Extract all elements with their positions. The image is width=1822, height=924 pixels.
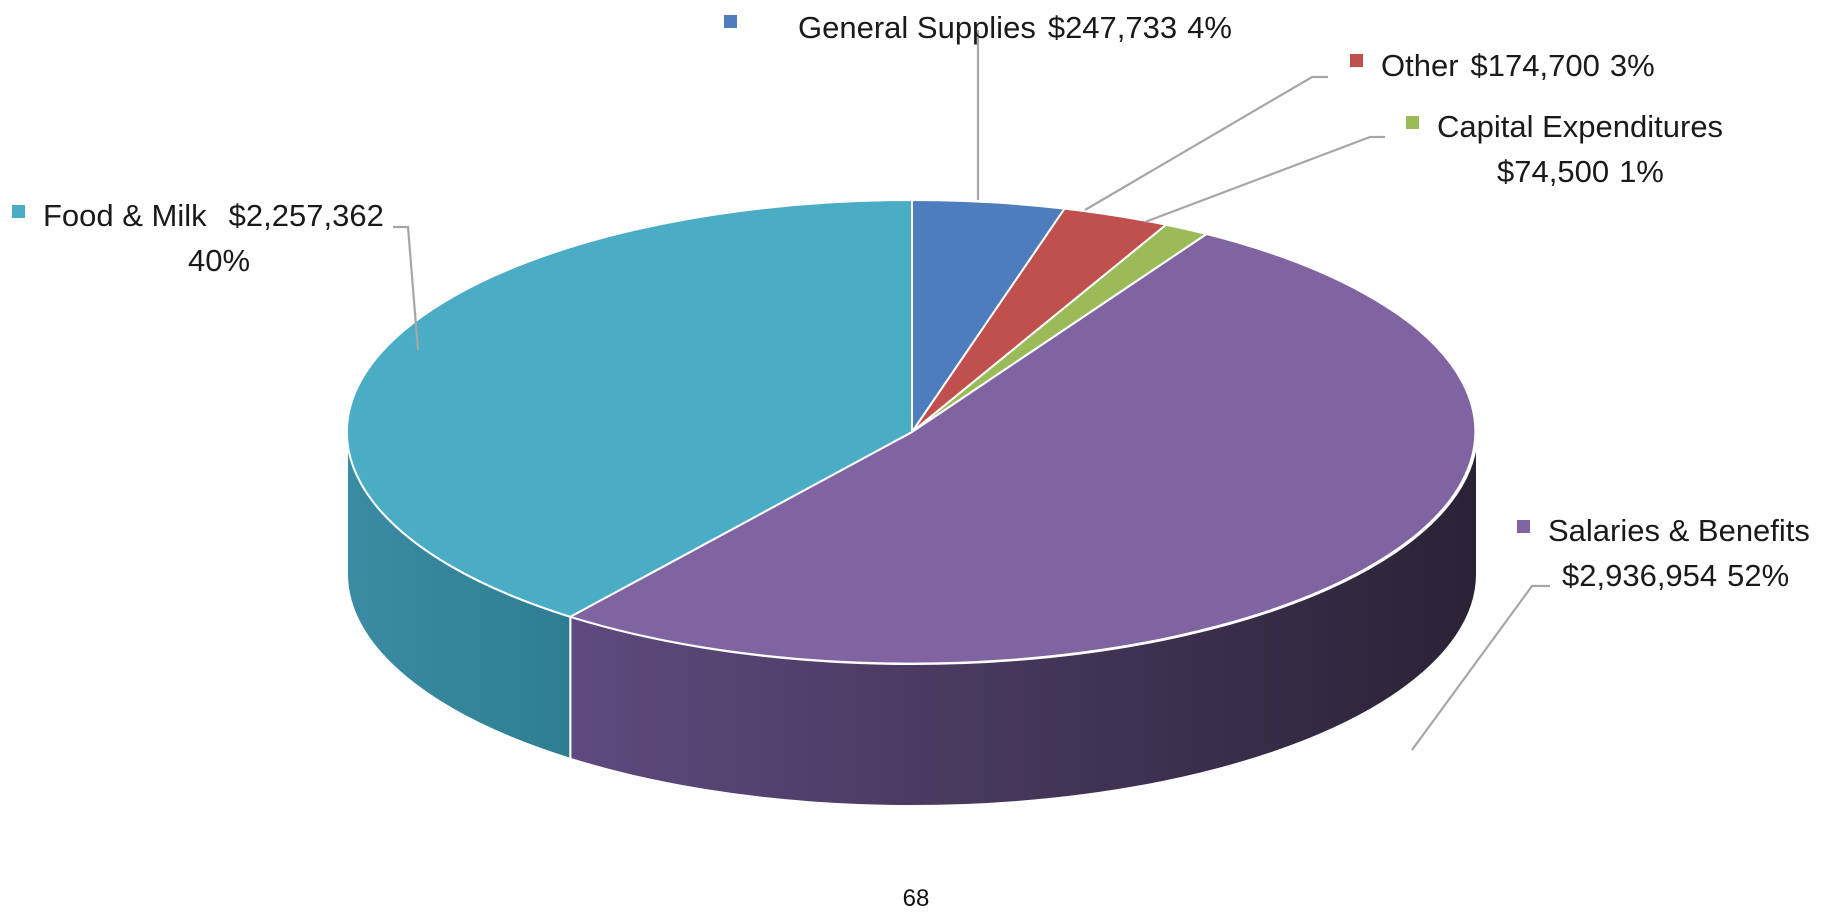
data-label-salaries-benefits-value: $2,936,954 52% <box>1562 558 1789 593</box>
leader-line-salaries-benefits <box>1411 584 1550 751</box>
legend-marker-salaries-benefits <box>1517 520 1530 533</box>
pie-top-layer <box>345 198 1477 665</box>
legend-marker-food-milk <box>12 205 25 218</box>
data-label-capital-expenditures-value: $74,500 1% <box>1497 154 1664 189</box>
data-label-food-milk-percent: 40% <box>188 243 250 278</box>
leader-line-capital-expenditures <box>1144 135 1385 224</box>
leader-lines <box>393 30 1550 751</box>
data-label-food-milk-name: Food & Milk $2,257,362 <box>43 198 384 233</box>
pie-slice-food-milk <box>345 199 913 618</box>
data-label-capital-expenditures-name: Capital Expenditures <box>1437 109 1723 144</box>
leader-line-food-milk <box>393 225 420 351</box>
leader-line-other <box>1084 75 1328 211</box>
legend-marker-capital-expenditures <box>1406 116 1419 129</box>
page-number: 68 <box>903 885 930 912</box>
legend-marker-general-supplies <box>724 15 737 28</box>
pie-slice-salaries-benefits <box>569 233 1477 665</box>
data-label-general-supplies: General Supplies $247,733 4% <box>798 10 1232 45</box>
data-labels: General Supplies $247,733 4% Other $174,700… <box>12 10 1810 593</box>
data-label-other: Other $174,700 3% <box>1381 48 1655 83</box>
legend-marker-other <box>1350 54 1363 67</box>
data-label-salaries-benefits-name: Salaries & Benefits <box>1548 513 1810 548</box>
